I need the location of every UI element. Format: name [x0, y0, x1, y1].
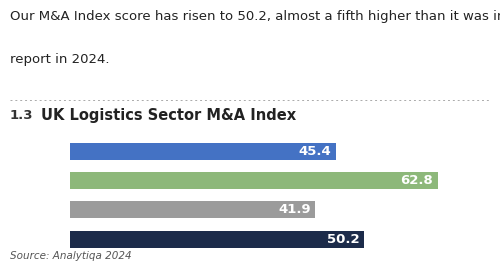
Text: Our M&A Index score has risen to 50.2, almost a fifth higher than it was in the : Our M&A Index score has risen to 50.2, a… — [10, 10, 500, 23]
Text: 1.3: 1.3 — [10, 109, 34, 122]
Bar — [70, 143, 336, 160]
Bar — [70, 172, 438, 189]
Text: 50.2: 50.2 — [326, 233, 360, 246]
Text: UK Logistics Sector M&A Index: UK Logistics Sector M&A Index — [41, 108, 296, 123]
Text: report in 2024.: report in 2024. — [10, 53, 110, 66]
Text: 45.4: 45.4 — [298, 145, 331, 158]
Bar — [70, 231, 364, 248]
Text: 62.8: 62.8 — [400, 174, 433, 187]
Text: Source: Analytiqa 2024: Source: Analytiqa 2024 — [10, 251, 132, 261]
Bar — [70, 201, 316, 218]
Text: 41.9: 41.9 — [278, 203, 310, 216]
